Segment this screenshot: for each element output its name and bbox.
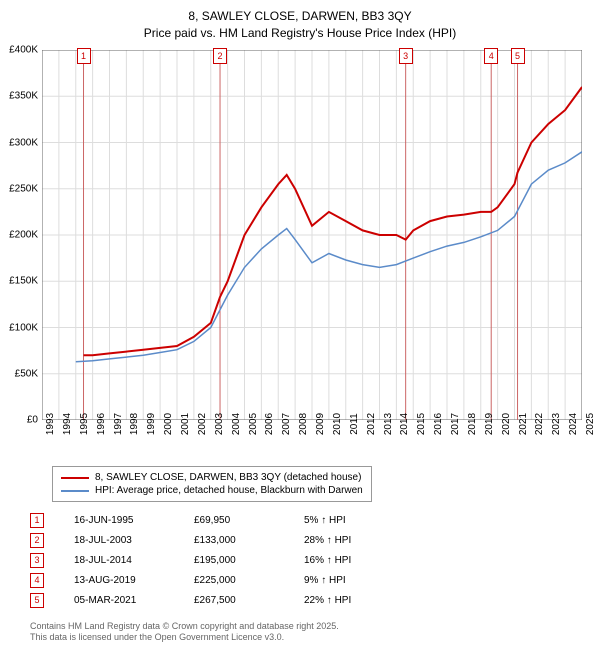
x-tick-label: 2015: [416, 413, 427, 435]
sales-diff: 22% ↑ HPI: [304, 595, 414, 606]
chart-title-line1: 8, SAWLEY CLOSE, DARWEN, BB3 3QY: [0, 8, 600, 25]
x-tick-label: 2024: [568, 413, 579, 435]
sales-row: 1 16-JUN-1995£69,9505% ↑ HPI: [30, 510, 414, 530]
y-tick-label: £250K: [9, 183, 38, 194]
y-tick-label: £0: [27, 415, 38, 426]
legend-swatch: [61, 490, 89, 492]
x-tick-label: 2000: [163, 413, 174, 435]
x-tick-label: 2001: [180, 413, 191, 435]
sales-price: £267,500: [194, 595, 304, 606]
sale-marker-5: 5: [511, 48, 525, 64]
x-tick-label: 2025: [585, 413, 596, 435]
footer-attribution: Contains HM Land Registry data © Crown c…: [30, 621, 339, 644]
sales-diff: 16% ↑ HPI: [304, 555, 414, 566]
sales-index-badge: 4: [30, 573, 44, 588]
x-tick-label: 2004: [231, 413, 242, 435]
y-tick-label: £200K: [9, 230, 38, 241]
chart-title-line2: Price paid vs. HM Land Registry's House …: [0, 25, 600, 42]
x-tick-label: 2012: [366, 413, 377, 435]
sales-date: 18-JUL-2014: [74, 555, 194, 566]
x-tick-label: 2021: [518, 413, 529, 435]
chart-svg: [42, 50, 582, 420]
x-tick-label: 2005: [248, 413, 259, 435]
x-tick-label: 2020: [501, 413, 512, 435]
sales-date: 16-JUN-1995: [74, 515, 194, 526]
x-tick-label: 2019: [484, 413, 495, 435]
sales-table: 116-JUN-1995£69,9505% ↑ HPI218-JUL-2003£…: [30, 510, 414, 610]
x-tick-label: 2003: [214, 413, 225, 435]
sale-marker-3: 3: [399, 48, 413, 64]
x-tick-label: 2009: [315, 413, 326, 435]
x-tick-label: 1999: [146, 413, 157, 435]
y-tick-label: £400K: [9, 45, 38, 56]
sales-index-badge: 2: [30, 533, 44, 548]
x-tick-label: 1998: [129, 413, 140, 435]
sale-marker-4: 4: [484, 48, 498, 64]
sales-price: £225,000: [194, 575, 304, 586]
y-tick-label: £50K: [15, 368, 38, 379]
legend-item: 8, SAWLEY CLOSE, DARWEN, BB3 3QY (detach…: [61, 471, 363, 484]
x-tick-label: 1997: [113, 413, 124, 435]
legend-label: 8, SAWLEY CLOSE, DARWEN, BB3 3QY (detach…: [95, 472, 361, 483]
sales-date: 05-MAR-2021: [74, 595, 194, 606]
sale-marker-2: 2: [213, 48, 227, 64]
sales-date: 18-JUL-2003: [74, 535, 194, 546]
sales-index-badge: 3: [30, 553, 44, 568]
x-tick-label: 2013: [383, 413, 394, 435]
x-tick-label: 2002: [197, 413, 208, 435]
sales-row: 3 18-JUL-2014£195,00016% ↑ HPI: [30, 550, 414, 570]
x-tick-label: 2023: [551, 413, 562, 435]
footer-line2: This data is licensed under the Open Gov…: [30, 632, 339, 644]
y-tick-label: £150K: [9, 276, 38, 287]
x-tick-label: 2022: [534, 413, 545, 435]
sales-index-badge: 5: [30, 593, 44, 608]
y-tick-label: £300K: [9, 137, 38, 148]
sales-index-badge: 1: [30, 513, 44, 528]
sales-diff: 28% ↑ HPI: [304, 535, 414, 546]
x-tick-label: 2010: [332, 413, 343, 435]
footer-line1: Contains HM Land Registry data © Crown c…: [30, 621, 339, 633]
legend-box: 8, SAWLEY CLOSE, DARWEN, BB3 3QY (detach…: [52, 466, 372, 502]
x-tick-label: 2014: [399, 413, 410, 435]
x-tick-label: 2017: [450, 413, 461, 435]
legend-item: HPI: Average price, detached house, Blac…: [61, 484, 363, 497]
x-tick-label: 1996: [96, 413, 107, 435]
legend-swatch: [61, 477, 89, 479]
sales-diff: 5% ↑ HPI: [304, 515, 414, 526]
sales-date: 13-AUG-2019: [74, 575, 194, 586]
legend-label: HPI: Average price, detached house, Blac…: [95, 485, 363, 496]
sales-price: £133,000: [194, 535, 304, 546]
sales-row: 4 13-AUG-2019£225,0009% ↑ HPI: [30, 570, 414, 590]
x-tick-label: 1994: [62, 413, 73, 435]
page-container: 8, SAWLEY CLOSE, DARWEN, BB3 3QY Price p…: [0, 0, 600, 650]
y-tick-label: £350K: [9, 91, 38, 102]
chart-area: £0£50K£100K£150K£200K£250K£300K£350K£400…: [42, 50, 582, 420]
sales-row: 5 05-MAR-2021£267,50022% ↑ HPI: [30, 590, 414, 610]
x-tick-label: 2018: [467, 413, 478, 435]
y-tick-label: £100K: [9, 322, 38, 333]
sales-price: £195,000: [194, 555, 304, 566]
chart-title-block: 8, SAWLEY CLOSE, DARWEN, BB3 3QY Price p…: [0, 0, 600, 42]
x-tick-label: 2007: [281, 413, 292, 435]
x-tick-label: 2006: [264, 413, 275, 435]
x-tick-label: 1995: [79, 413, 90, 435]
sale-marker-1: 1: [77, 48, 91, 64]
sales-row: 2 18-JUL-2003£133,00028% ↑ HPI: [30, 530, 414, 550]
x-tick-label: 2011: [349, 413, 360, 435]
x-tick-label: 2016: [433, 413, 444, 435]
sales-price: £69,950: [194, 515, 304, 526]
x-tick-label: 1993: [45, 413, 56, 435]
x-tick-label: 2008: [298, 413, 309, 435]
sales-diff: 9% ↑ HPI: [304, 575, 414, 586]
